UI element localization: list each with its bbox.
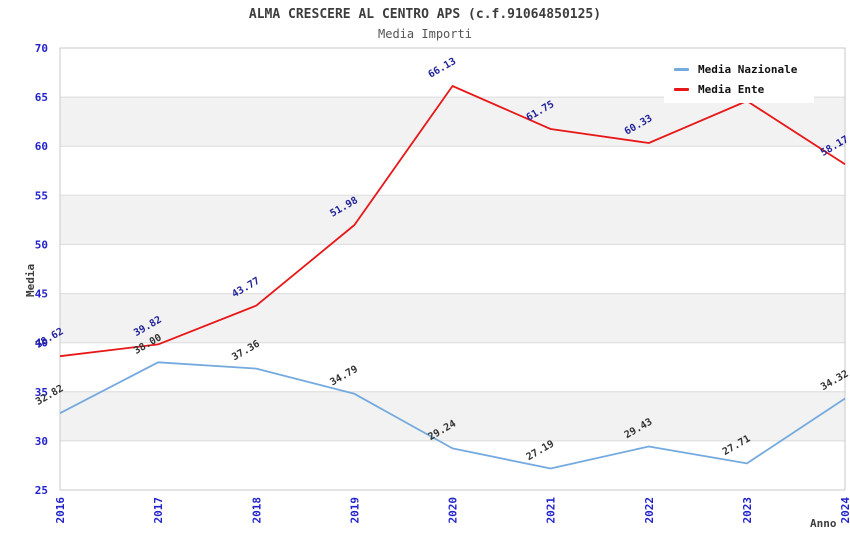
chart-title: ALMA CRESCERE AL CENTRO APS (c.f.9106485… [248,7,602,22]
y-tick-label: 70 [35,42,48,55]
series-line-media-nazionale [59,361,846,470]
y-tick-label: 25 [35,484,48,497]
legend-marker-media-ente-icon [674,87,689,91]
y-tick-label: 35 [35,386,48,399]
x-tick-label: 2021 [545,497,558,524]
plot-frame [59,47,846,491]
x-tick-label: 2018 [250,497,263,524]
data-label: 66.13 [427,56,459,81]
x-tick-label: 2023 [741,497,754,524]
x-tick-label: 2017 [152,497,165,524]
background-band [60,391,845,441]
y-axis-label: Media [24,263,37,297]
x-axis-label: Anno [810,517,837,530]
legend: Media Nazionale Media Ente [664,55,814,103]
data-label: 27.19 [525,439,557,464]
series-line-media-ente [59,85,846,358]
x-tick-label: 2022 [643,497,656,524]
y-tick-label: 30 [35,435,48,448]
y-tick-label: 45 [35,288,48,301]
y-tick-label: 55 [35,189,48,202]
x-tick-label: 2024 [839,497,850,524]
background-band [60,195,845,245]
background-band [60,293,845,343]
legend-label-media-ente: Media Ente [698,82,765,96]
y-tick-label: 65 [35,91,48,104]
legend-item-media-nazionale: Media Nazionale [674,63,814,76]
chart-subtitle: Media Importi [378,27,472,41]
data-label: 34.79 [328,364,360,389]
x-tick-label: 2020 [447,497,460,524]
x-tick-label: 2019 [348,497,361,524]
legend-marker-media-nazionale-icon [674,67,689,71]
legend-label-media-nazionale: Media Nazionale [698,62,798,76]
legend-item-media-ente: Media Ente [674,83,814,96]
background-band [60,97,845,147]
y-tick-label: 60 [35,140,48,153]
x-tick-label: 2016 [54,497,67,524]
y-tick-label: 40 [35,337,48,350]
y-tick-label: 50 [35,238,48,251]
